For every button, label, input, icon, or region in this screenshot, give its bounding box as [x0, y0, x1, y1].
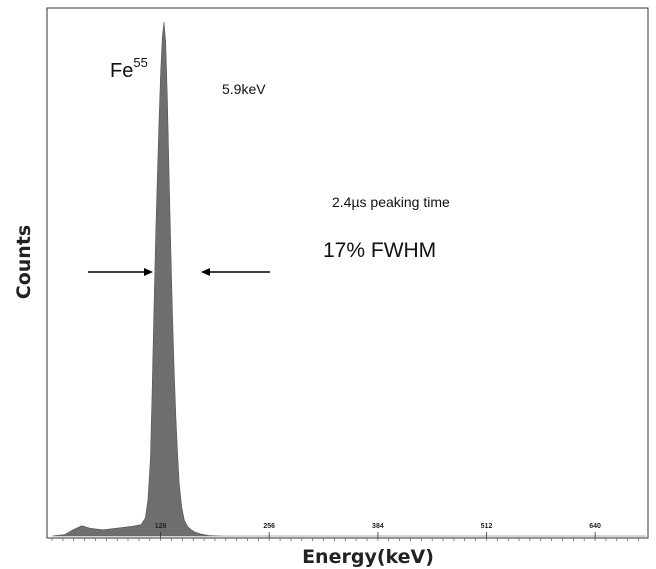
fwhm-arrows — [88, 268, 270, 276]
x-tick-label: 512 — [481, 523, 493, 530]
fwhm-annotation: 17% FWHM — [323, 239, 436, 262]
left-arrow-head — [144, 268, 153, 276]
x-tick-label: 640 — [589, 523, 601, 530]
spectrum-area — [51, 21, 646, 537]
y-axis-label: Counts — [13, 225, 35, 299]
x-tick-label: 256 — [263, 523, 275, 530]
x-minor-ticks — [51, 538, 639, 541]
peaking-time-annotation: 2.4µs peaking time — [332, 194, 450, 210]
x-tick-label: 384 — [372, 523, 384, 530]
right-arrow-head — [201, 268, 210, 276]
x-tick-labels: 128 256 384 512 640 — [155, 523, 601, 538]
isotope-label: Fe55 — [110, 55, 148, 82]
x-axis-label: Energy(keV) — [302, 546, 434, 568]
energy-annotation: 5.9keV — [222, 81, 266, 97]
plot-frame — [46, 7, 649, 539]
x-tick-label: 128 — [155, 523, 167, 530]
